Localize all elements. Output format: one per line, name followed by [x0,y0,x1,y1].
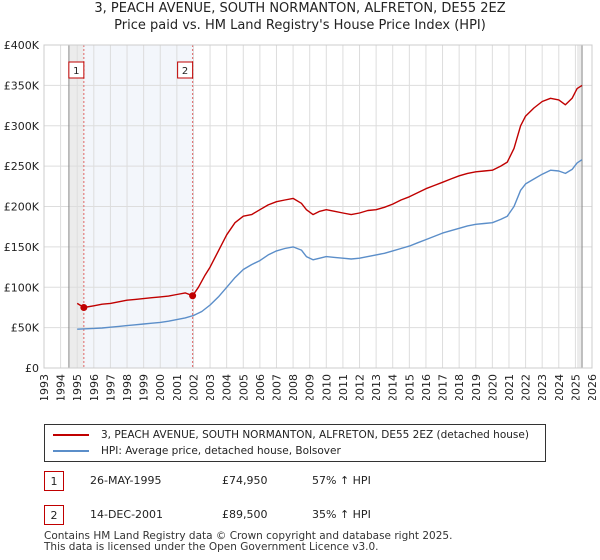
y-tick-label: £100K [4,281,40,294]
transaction-hpi-change: 35% ↑ HPI [312,508,371,521]
x-tick-label: 2005 [237,374,250,400]
footer-attribution: Contains HM Land Registry data © Crown c… [44,531,452,553]
x-tick-label: 2019 [470,374,483,400]
price-chart: £0 £50K £100K £150K £200K £250K £300K £350K £400… [4,39,599,400]
x-tick-label: 2026 [586,374,599,400]
x-tick-label: 2015 [403,374,416,400]
x-tick-label: 1996 [88,374,101,400]
x-tick-label: 2021 [503,374,516,400]
x-tick-label: 2004 [221,374,234,400]
x-tick-label: 2003 [204,374,217,400]
x-tick-label: 2018 [453,374,466,400]
x-tick-label: 2009 [304,374,317,400]
transaction-price: £74,950 [222,474,268,487]
x-tick-label: 2017 [437,374,450,400]
series-line-hpi [77,159,583,330]
x-tick-label: 1998 [121,374,134,400]
y-tick-label: £350K [4,79,40,92]
x-tick-label: 2012 [354,374,367,400]
footer-line2: This data is licensed under the Open Gov… [44,541,379,553]
x-tick-label: 2022 [520,374,533,400]
legend-swatch-property [53,434,89,436]
x-tick-label: 2023 [536,374,549,400]
transaction-date: 26-MAY-1995 [90,474,162,487]
sale-label: 1 [73,66,79,77]
sale-point [80,303,88,311]
x-tick-label: 1994 [55,374,68,400]
x-tick-label: 2000 [154,374,167,400]
y-tick-label: £250K [4,160,40,173]
transaction-hpi-change: 57% ↑ HPI [312,474,371,487]
x-tick-label: 2007 [270,374,283,400]
chart-title-line1: 3, PEACH AVENUE, SOUTH NORMANTON, ALFRET… [94,1,506,16]
x-tick-label: 2025 [569,374,582,400]
transaction-price: £89,500 [222,508,268,521]
x-tick-label: 2011 [337,374,350,400]
x-tick-label: 1995 [71,374,84,400]
chart-title-line2: Price paid vs. HM Land Registry's House … [114,18,486,33]
sale-label-box [177,61,194,79]
y-tick-label: £200K [4,201,40,214]
x-tick-label: 2006 [254,374,267,400]
transaction-badge: 1 [44,471,64,491]
sale-point [189,292,197,300]
x-tick-label: 2024 [553,374,566,400]
legend-label-hpi: HPI: Average price, detached house, Bols… [101,445,341,457]
y-tick-label: £50K [11,322,40,335]
x-tick-label: 2013 [370,374,383,400]
x-tick-label: 2014 [387,374,400,400]
sale-label: 2 [182,66,188,77]
x-tick-label: 2001 [171,374,184,400]
series-line-property [76,84,583,309]
y-tick-label: £0 [25,362,39,375]
sale-label-box [68,61,85,79]
y-tick-label: £300K [4,120,40,133]
transaction-badge: 2 [44,505,64,525]
x-tick-label: 1999 [138,374,151,400]
legend-item-hpi: HPI: Average price, detached house, Bols… [53,443,341,459]
x-tick-label: 2020 [486,374,499,400]
transaction-date: 14-DEC-2001 [90,508,164,521]
x-tick-label: 2010 [320,374,333,400]
x-tick-label: 2008 [287,374,300,400]
legend-label-property: 3, PEACH AVENUE, SOUTH NORMANTON, ALFRET… [101,429,529,441]
plot-border [43,44,593,369]
footer-line1: Contains HM Land Registry data © Crown c… [44,530,453,542]
legend-swatch-hpi [53,450,89,452]
legend-item-property: 3, PEACH AVENUE, SOUTH NORMANTON, ALFRET… [53,427,529,443]
chart-legend: 3, PEACH AVENUE, SOUTH NORMANTON, ALFRET… [44,424,546,462]
y-tick-label: £400K [4,39,40,52]
x-tick-label: 1993 [38,374,51,400]
x-tick-label: 2016 [420,374,433,400]
y-tick-label: £150K [4,241,40,254]
x-tick-label: 1997 [104,374,117,400]
x-tick-label: 2002 [187,374,200,400]
